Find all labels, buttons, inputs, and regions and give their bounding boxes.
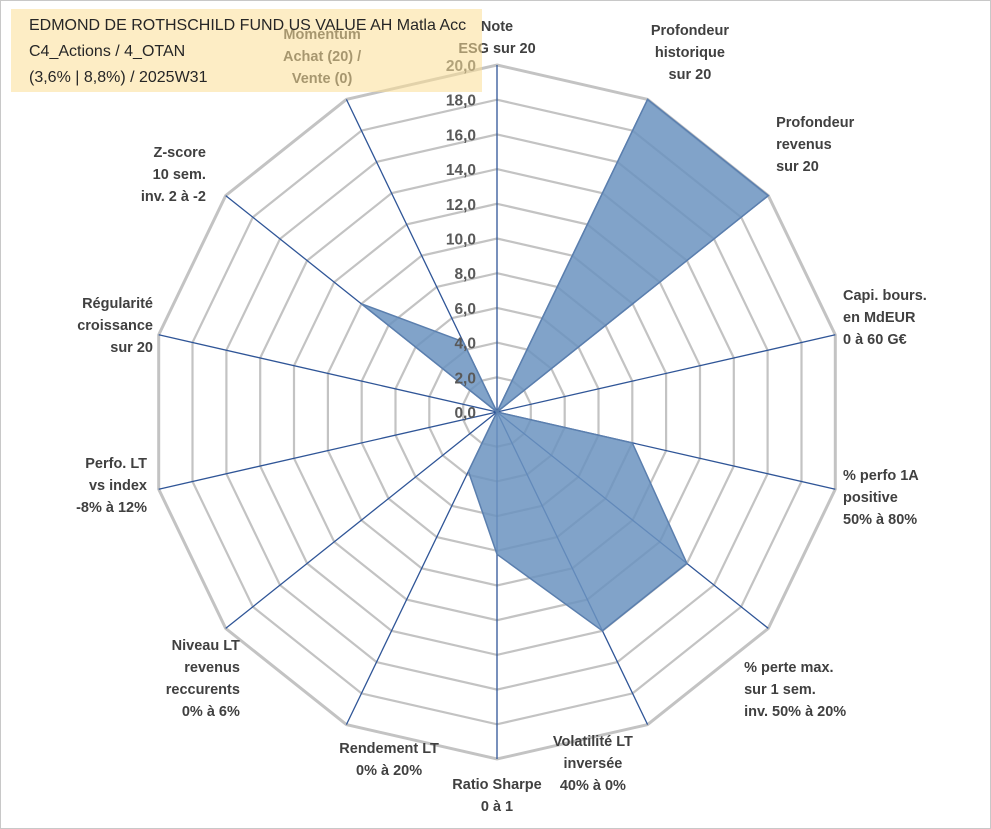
axis-spoke <box>158 334 498 413</box>
tick-label: 2,0 <box>454 370 476 387</box>
axis-label: Capi. bours. en MdEUR 0 à 60 G€ <box>843 288 927 348</box>
tick-label: 4,0 <box>454 336 476 353</box>
chart-title-box: EDMOND DE ROTHSCHILD FUND US VALUE AH Ma… <box>11 9 482 92</box>
radial-tick-labels: 0,02,04,06,08,010,012,014,016,018,020,0 <box>446 58 476 422</box>
chart-title-line-2: C4_Actions / 4_OTAN <box>29 43 186 60</box>
tick-label: 18,0 <box>446 93 476 110</box>
axis-spoke <box>225 411 498 629</box>
axis-label: % perte max. sur 1 sem. inv. 50% à 20% <box>744 660 846 720</box>
tick-label: 0,0 <box>454 405 476 422</box>
axis-label: Perfo. LT vs index -8% à 12% <box>76 456 147 516</box>
tick-label: 14,0 <box>446 162 476 179</box>
axis-label: % perfo 1A positive 50% à 80% <box>843 468 919 528</box>
axis-label: Ratio Sharpe 0 à 1 <box>452 777 541 815</box>
chart-title-line-1: EDMOND DE ROTHSCHILD FUND US VALUE AH Ma… <box>29 17 467 34</box>
tick-label: 12,0 <box>446 197 476 214</box>
axis-spoke <box>496 334 836 413</box>
axis-label: Z-score 10 sem. inv. 2 à -2 <box>141 145 206 205</box>
tick-label: 6,0 <box>454 301 476 318</box>
radar-series <box>360 98 770 632</box>
axis-label: Volatilité LT inversée 40% à 0% <box>553 734 633 794</box>
axis-label: Régularité croissance sur 20 <box>77 296 153 356</box>
tick-label: 16,0 <box>446 127 476 144</box>
axis-label: Rendement LT 0% à 20% <box>339 741 439 779</box>
axis-label: Niveau LT revenus reccurents 0% à 6% <box>166 638 240 720</box>
chart-title-line-3: (3,6% | 8,8%) / 2025W31 <box>29 69 208 86</box>
axis-label: Profondeur revenus sur 20 <box>776 115 854 175</box>
tick-label: 10,0 <box>446 232 476 249</box>
series-area <box>360 98 770 632</box>
axis-label: Profondeur historique sur 20 <box>651 23 729 83</box>
axis-spoke <box>158 411 498 490</box>
tick-label: 8,0 <box>454 266 476 283</box>
